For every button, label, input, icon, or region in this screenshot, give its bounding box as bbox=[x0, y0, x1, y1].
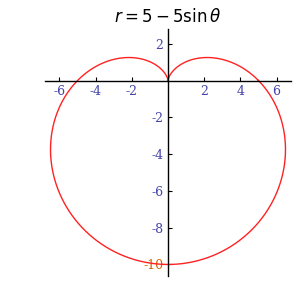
Title: $r = 5 - 5\sin\theta$: $r = 5 - 5\sin\theta$ bbox=[114, 8, 222, 26]
